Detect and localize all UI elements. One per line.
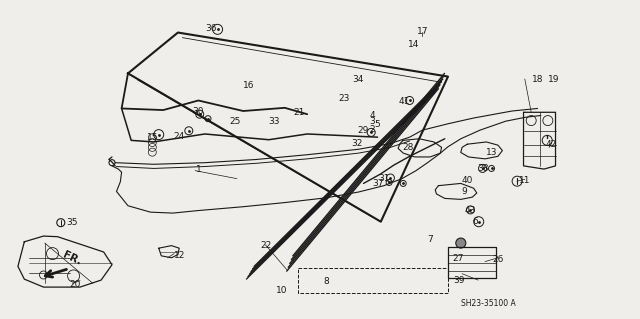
Text: 30: 30 <box>193 107 204 115</box>
Text: 7: 7 <box>428 235 433 244</box>
Text: 39: 39 <box>454 276 465 285</box>
Text: 34: 34 <box>353 75 364 84</box>
Text: 16: 16 <box>243 81 254 90</box>
Text: 33: 33 <box>268 117 280 126</box>
Text: SH23-35100 A: SH23-35100 A <box>461 299 516 308</box>
Text: 5: 5 <box>375 120 380 129</box>
Text: 21: 21 <box>294 108 305 117</box>
Text: 4: 4 <box>370 111 375 120</box>
Text: 26: 26 <box>492 255 504 263</box>
Text: 2: 2 <box>370 125 375 134</box>
Text: 13: 13 <box>486 148 497 157</box>
Text: 18: 18 <box>532 75 543 84</box>
Text: 24: 24 <box>173 132 185 141</box>
Text: 8: 8 <box>324 277 329 286</box>
Text: 37: 37 <box>372 179 383 188</box>
Text: 28: 28 <box>403 143 414 152</box>
Text: 11: 11 <box>519 176 531 185</box>
Text: 42: 42 <box>546 140 557 149</box>
Text: 15: 15 <box>147 133 158 142</box>
Text: 29: 29 <box>358 126 369 135</box>
Text: 22: 22 <box>260 241 271 250</box>
Text: 3: 3 <box>370 117 375 126</box>
Text: FR.: FR. <box>61 250 83 267</box>
Text: 10: 10 <box>276 286 287 295</box>
Text: 20: 20 <box>70 280 81 289</box>
Text: 31: 31 <box>378 174 390 182</box>
Text: 43: 43 <box>465 206 476 215</box>
Text: 23: 23 <box>339 94 350 103</box>
Text: 35: 35 <box>66 218 77 227</box>
Text: 36: 36 <box>205 24 217 33</box>
Text: 38: 38 <box>477 164 489 173</box>
Text: 1: 1 <box>196 165 201 174</box>
Circle shape <box>456 238 466 248</box>
Text: 27: 27 <box>452 254 463 263</box>
Text: 14: 14 <box>408 40 420 48</box>
Text: 41: 41 <box>399 97 410 106</box>
Text: 25: 25 <box>230 117 241 126</box>
Text: 32: 32 <box>351 139 363 148</box>
Text: 17: 17 <box>417 27 428 36</box>
Text: 6: 6 <box>472 217 477 226</box>
Text: 9: 9 <box>462 187 467 196</box>
Text: 40: 40 <box>461 176 473 185</box>
Text: 12: 12 <box>173 251 185 260</box>
Text: 19: 19 <box>548 75 559 84</box>
